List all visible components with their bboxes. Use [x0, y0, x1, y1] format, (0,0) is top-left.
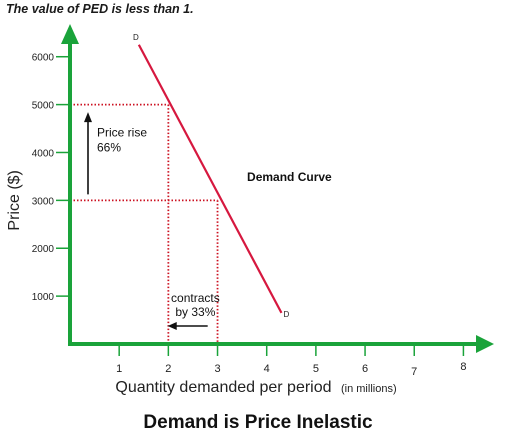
- x-axis-label-unit: (in millions): [341, 383, 397, 395]
- reference-guides: [70, 103, 219, 344]
- price-rise-arrowhead: [84, 112, 92, 123]
- demand-curve-line: [137, 44, 283, 314]
- series-name-label: Demand Curve: [247, 170, 332, 184]
- x-tick-label: 1: [116, 363, 122, 375]
- x-ticks: 1 2 3 4 5 6 7 8: [116, 346, 466, 378]
- curve-end-label: D: [283, 310, 289, 319]
- x-axis-label: Quantity demanded per period (in million…: [115, 379, 396, 396]
- y-tick-label: 5000: [32, 101, 55, 112]
- y-tick-label: 1000: [32, 292, 55, 303]
- x-axis-label-main: Quantity demanded per period: [115, 379, 331, 396]
- x-tick-label: 5: [313, 363, 319, 375]
- y-tick-label: 4000: [32, 148, 55, 159]
- price-rise-label: Price rise: [97, 126, 147, 140]
- x-tick-label: 3: [214, 363, 220, 375]
- contracts-label: contracts: [171, 291, 220, 305]
- x-tick-label: 8: [460, 361, 466, 373]
- demand-series: D D Demand Curve: [133, 33, 332, 319]
- price-rise-percent: 66%: [97, 141, 121, 155]
- contract-arrowhead: [167, 322, 177, 330]
- chart-title: Demand is Price Inelastic: [143, 412, 373, 433]
- x-axis-arrowhead: [476, 335, 494, 353]
- y-ticks: 1000 2000 3000 4000 5000 6000: [32, 53, 70, 303]
- y-axis-label: Price ($): [6, 170, 23, 230]
- x-tick-label: 6: [362, 363, 368, 375]
- y-tick-label: 6000: [32, 53, 55, 64]
- chart-axes: [61, 24, 494, 353]
- annotations: Price rise 66% contracts by 33%: [84, 112, 220, 330]
- y-tick-label: 3000: [32, 196, 55, 207]
- x-tick-label: 7: [411, 366, 417, 378]
- curve-start-label: D: [133, 33, 139, 42]
- y-tick-label: 2000: [32, 244, 55, 255]
- x-tick-label: 2: [165, 363, 171, 375]
- y-axis-arrowhead: [61, 24, 79, 44]
- contracts-percent: by 33%: [175, 305, 215, 319]
- ped-note: The value of PED is less than 1.: [6, 2, 194, 16]
- x-tick-label: 4: [264, 363, 270, 375]
